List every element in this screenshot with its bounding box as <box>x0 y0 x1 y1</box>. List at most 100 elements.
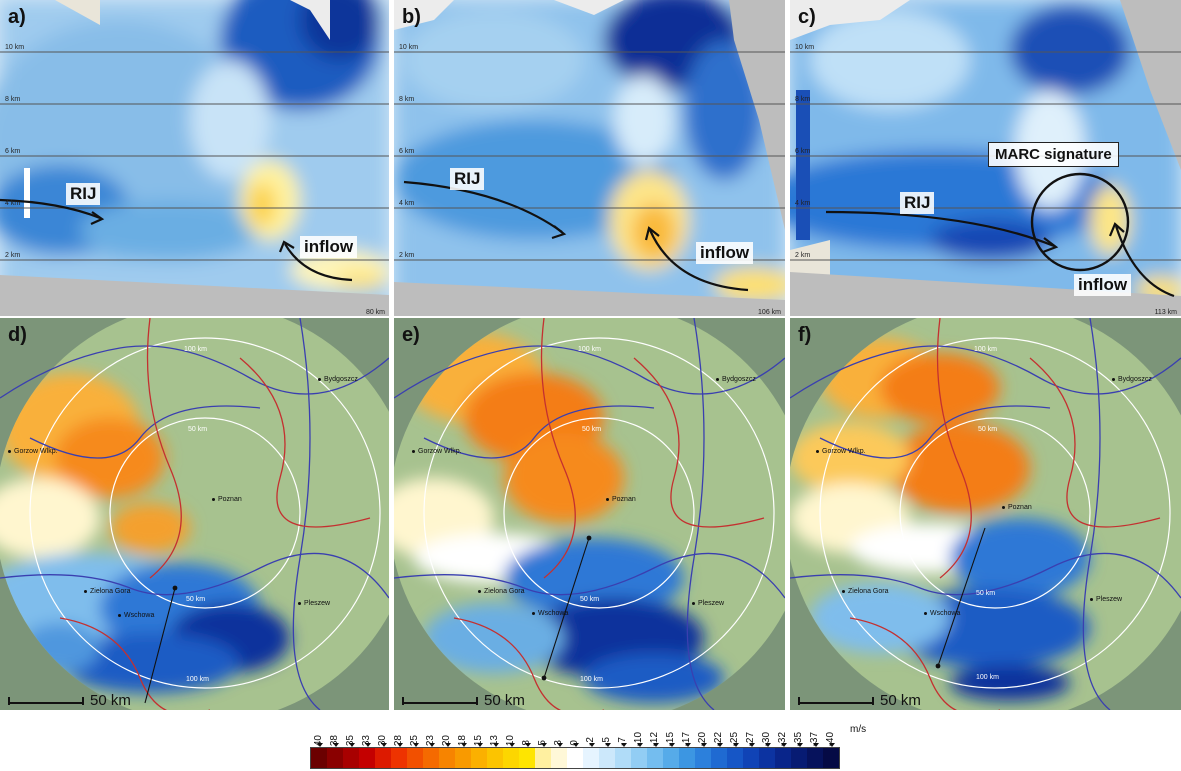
range-label-a: 80 km <box>365 309 385 316</box>
legend-tick: -37 <box>808 714 820 747</box>
city-gorzow-f: Gorzow Wlkp. <box>816 448 866 455</box>
inflow-annotation-c: inflow <box>1074 274 1132 296</box>
legend-swatch <box>711 748 727 768</box>
legend-tick: -17 <box>680 714 692 747</box>
marc-signature-label: MARC signature <box>988 142 1119 167</box>
legend-tick: -27 <box>744 714 756 747</box>
legend-swatch <box>503 748 519 768</box>
legend-tick: -25 <box>728 714 740 747</box>
scale-bar-line-f <box>798 697 874 705</box>
legend-tick-label: -17 <box>680 731 692 746</box>
inflow-annotation-a: inflow <box>300 236 358 258</box>
legend-swatch <box>647 748 663 768</box>
ppi-map-e-image <box>394 318 785 710</box>
rij-annotation-b: RIJ <box>450 168 485 190</box>
city-bydgoszcz-e: Bydgoszcz <box>716 376 756 383</box>
ring-label-inner-top-f: 50 km <box>978 426 998 433</box>
legend-swatch <box>423 748 439 768</box>
rij-annotation-a: RIJ <box>66 183 101 205</box>
height-label-2km-c: 2 km <box>795 252 811 259</box>
height-label-4km-b: 4 km <box>399 200 415 207</box>
legend-swatch <box>775 748 791 768</box>
legend-tick-label: 38 <box>328 734 340 746</box>
legend-tick-label: -40 <box>824 731 836 746</box>
legend-tick-label: -7 <box>616 737 628 746</box>
legend-swatch <box>535 748 551 768</box>
city-gorzow-e: Gorzow Wlkp. <box>412 448 462 455</box>
ring-label-inner-bottom-e: 50 km <box>580 596 600 603</box>
legend-tick: 10 <box>504 714 516 747</box>
legend-swatch <box>759 748 775 768</box>
panel-label-c: c) <box>798 6 816 28</box>
legend-swatch <box>455 748 471 768</box>
legend-tick-label: 13 <box>488 734 500 746</box>
legend-swatch <box>727 748 743 768</box>
legend-tick: -22 <box>712 714 724 747</box>
legend-tick-label: -32 <box>776 731 788 746</box>
legend-swatch <box>567 748 583 768</box>
panel-label-a: a) <box>8 6 26 28</box>
legend-unit: m/s <box>850 724 867 735</box>
city-gorzow: Gorzow Wlkp. <box>8 448 58 455</box>
legend-tick: 25 <box>408 714 420 747</box>
legend-tick: 20 <box>440 714 452 747</box>
legend-tick-label: 25 <box>408 734 420 746</box>
ppi-map-f-image <box>790 318 1181 710</box>
scale-bar-label: 50 km <box>90 692 131 709</box>
city-zielona-gora-e: Zielona Gora <box>478 588 524 595</box>
legend-tick-label: 40 <box>312 734 324 746</box>
height-label-8km: 8 km <box>5 96 21 103</box>
ring-label-outer-bottom: 100 km <box>186 676 209 683</box>
ring-label-outer-bottom-f: 100 km <box>976 674 999 681</box>
panel-label-d: d) <box>8 324 27 346</box>
legend-ticks: 40 38 35 33 30 28 25 23 20 18 15 13 10 8 5 3 0 -2 -5 -7 -10-… <box>310 712 838 747</box>
cross-section-a: a) 10 km 8 km 6 km 4 km 2 km 80 km RIJ i… <box>0 0 389 316</box>
legend-tick: 15 <box>472 714 484 747</box>
legend-tick-label: -10 <box>632 731 644 746</box>
legend-tick: 40 <box>312 714 324 747</box>
legend-swatch <box>583 748 599 768</box>
legend-swatch <box>695 748 711 768</box>
city-poznan: Poznan <box>212 496 242 503</box>
legend-tick: 23 <box>424 714 436 747</box>
scale-bar-label-f: 50 km <box>880 692 921 709</box>
legend-tick: -10 <box>632 714 644 747</box>
velocity-legend: 40 38 35 33 30 28 25 23 20 18 15 13 10 8 5 3 0 -2 -5 -7 -10-… <box>310 712 866 770</box>
height-label-4km: 4 km <box>5 200 21 207</box>
city-bydgoszcz: Bydgoszcz <box>318 376 358 383</box>
city-zielona-gora: Zielona Gora <box>84 588 130 595</box>
height-label-2km-b: 2 km <box>399 252 415 259</box>
scale-bar-line <box>8 697 84 705</box>
city-pleszew-f: Pleszew <box>1090 596 1122 603</box>
legend-swatch <box>359 748 375 768</box>
cross-section-a-image <box>0 0 389 316</box>
legend-swatch <box>551 748 567 768</box>
legend-swatch <box>807 748 823 768</box>
ring-label-outer-top-f: 100 km <box>974 346 997 353</box>
legend-swatch <box>823 748 839 768</box>
legend-tick: -5 <box>600 714 612 747</box>
legend-tick-label: -37 <box>808 731 820 746</box>
cross-section-b: b) 10 km 8 km 6 km 4 km 2 km 106 km RIJ … <box>394 0 785 316</box>
ring-label-inner-top: 50 km <box>188 426 208 433</box>
legend-tick-label: 33 <box>360 734 372 746</box>
cross-section-c: c) 10 km 8 km 6 km 4 km 2 km 113 km RIJ … <box>790 0 1181 316</box>
ring-label-outer-top: 100 km <box>184 346 207 353</box>
cross-section-b-image <box>394 0 785 316</box>
ring-label-outer-bottom-e: 100 km <box>580 676 603 683</box>
legend-tick-label: 18 <box>456 734 468 746</box>
legend-tick-label: 23 <box>424 734 436 746</box>
legend-swatch <box>327 748 343 768</box>
legend-tick-label: 28 <box>392 734 404 746</box>
height-label-8km-b: 8 km <box>399 96 415 103</box>
cross-section-c-image <box>790 0 1181 316</box>
legend-swatch <box>679 748 695 768</box>
legend-tick: 8 <box>520 714 532 747</box>
legend-tick: 13 <box>488 714 500 747</box>
height-label-2km: 2 km <box>5 252 21 259</box>
legend-tick-label: 10 <box>504 734 516 746</box>
legend-tick: -20 <box>696 714 708 747</box>
legend-tick: -40 <box>824 714 836 747</box>
legend-tick-label: -30 <box>760 731 772 746</box>
legend-swatch <box>375 748 391 768</box>
